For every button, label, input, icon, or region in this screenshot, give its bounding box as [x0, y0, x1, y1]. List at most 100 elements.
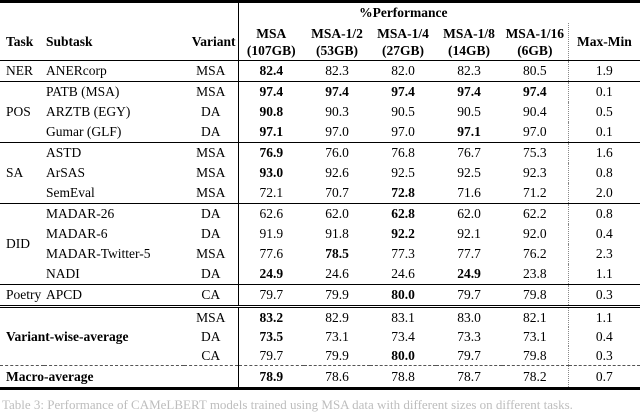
- col-header-maxmin: Max-Min: [567, 23, 640, 61]
- maxmin-cell: 0.7: [567, 365, 640, 389]
- score-cell: 78.5: [325, 246, 349, 261]
- score-cell: 83.1: [370, 305, 437, 327]
- variant-cell: DA: [201, 328, 221, 344]
- score-cell: 71.6: [457, 185, 481, 200]
- table-row: ArSAS MSA 93.0 92.6 92.5 92.5 92.3 0.8: [0, 163, 640, 183]
- score-cell: 79.7: [436, 284, 503, 307]
- maxmin-cell: 1.1: [567, 305, 640, 327]
- subtask-cell: ArSAS: [46, 165, 86, 180]
- score-cell: 91.9: [237, 224, 305, 244]
- score-cell: 79.9: [304, 284, 371, 307]
- macro-average-row: Macro-average 78.9 78.6 78.8 78.7 78.2 0…: [0, 365, 640, 389]
- score-cell: 24.9: [237, 264, 305, 285]
- model-name: MSA-1/8: [443, 25, 495, 41]
- score-cell: 76.0: [304, 142, 371, 163]
- score-cell: 73.5: [237, 327, 305, 346]
- model-size: (14GB): [448, 42, 491, 58]
- subtask-cell: SemEval: [46, 185, 95, 200]
- task-cell: DID: [0, 203, 44, 285]
- score-cell: 79.9: [325, 347, 349, 363]
- score-cell: 97.1: [457, 124, 481, 139]
- subtask-cell: PATB (MSA): [44, 81, 184, 102]
- score-cell: 80.5: [502, 60, 569, 82]
- score-cell: 78.2: [502, 365, 569, 389]
- score-cell: 79.8: [523, 347, 547, 363]
- score-cell: 62.6: [237, 203, 305, 224]
- table-row: DID MADAR-26 DA 62.6 62.0 62.8 62.0 62.2…: [0, 203, 640, 285]
- variant-cell: CA: [184, 284, 239, 307]
- score-cell: 78.7: [436, 365, 503, 389]
- task-cell: POS: [0, 81, 44, 143]
- score-cell: 80.0: [391, 347, 415, 363]
- model-size: (27GB): [382, 42, 425, 58]
- score-cell: 92.1: [457, 226, 481, 241]
- col-header-msa-1-2: MSA-1/2 (53GB): [304, 23, 371, 61]
- score-cell: 23.8: [523, 266, 547, 281]
- score-cell: 82.9: [304, 305, 371, 327]
- score-cell: 78.6: [304, 365, 371, 389]
- variant-cell: CA: [201, 347, 221, 363]
- score-cell: 79.7: [237, 346, 305, 366]
- score-cell: 97.4: [436, 81, 503, 102]
- maxmin-cell: 0.8: [567, 163, 640, 183]
- model-size: (6GB): [517, 42, 553, 58]
- col-header-subtask: Subtask: [44, 23, 184, 61]
- score-cell: 97.1: [237, 122, 305, 143]
- table-row: NADI DA 24.9 24.6 24.6 24.9 23.8 1.1: [0, 264, 640, 285]
- maxmin-cell: 2.3: [567, 244, 640, 264]
- score-cell: 92.5: [457, 165, 481, 180]
- table-row: POS PATB (MSA) MSA 97.4 97.4 97.4 97.4 9…: [0, 81, 640, 143]
- score-cell: 72.1: [237, 183, 305, 204]
- variant-cell: MSA: [196, 185, 226, 200]
- score-cell: 83.0: [436, 305, 503, 327]
- score-cell: 97.4: [370, 81, 437, 102]
- variant-average-row: Variant-wise-average MSA 83.2 82.9 83.1 …: [0, 305, 640, 366]
- maxmin-cell: 0.8: [567, 203, 640, 224]
- maxmin-cell: 0.1: [567, 81, 640, 102]
- score-cell: 62.2: [502, 203, 569, 224]
- col-header-msa-1-16: MSA-1/16 (6GB): [502, 23, 569, 61]
- score-cell: 97.4: [502, 81, 569, 102]
- score-cell: 90.4: [523, 104, 547, 119]
- score-cell: 79.7: [457, 347, 481, 363]
- table-row: ARZTB (EGY) DA 90.8 90.3 90.5 90.5 90.4 …: [0, 102, 640, 122]
- score-cell: 97.0: [325, 124, 349, 139]
- maxmin-cell: 0.3: [567, 346, 640, 366]
- variant-cell: MSA: [184, 81, 239, 102]
- model-name: MSA-1/16: [505, 25, 565, 41]
- variant-cell: MSA: [196, 165, 226, 180]
- variant-cell: MSA: [184, 142, 239, 163]
- score-cell: 24.6: [391, 266, 415, 281]
- score-cell: 97.4: [237, 81, 305, 102]
- variant-cell: DA: [201, 266, 221, 281]
- table-row: Gumar (GLF) DA 97.1 97.0 97.0 97.1 97.0 …: [0, 122, 640, 143]
- score-cell: 62.8: [370, 203, 437, 224]
- header-row: Task Subtask Variant MSA (107GB) MSA-1/2…: [0, 23, 640, 61]
- score-cell: 76.8: [370, 142, 437, 163]
- table-row: SemEval MSA 72.1 70.7 72.8 71.6 71.2 2.0: [0, 183, 640, 204]
- table-caption: Table 3: Performance of CAMeLBERT models…: [2, 397, 573, 412]
- score-cell: 78.9: [237, 365, 305, 389]
- subtask-cell: APCD: [44, 284, 184, 307]
- score-cell: 82.3: [436, 60, 503, 82]
- score-cell: 73.1: [325, 328, 349, 344]
- score-cell: 77.6: [237, 244, 305, 264]
- table-row: MADAR-6 DA 91.9 91.8 92.2 92.1 92.0 0.4: [0, 224, 640, 244]
- task-cell: SA: [0, 142, 44, 204]
- score-cell: 78.8: [370, 365, 437, 389]
- model-name: MSA-1/4: [377, 25, 429, 41]
- subtask-cell: MADAR-6: [46, 226, 108, 241]
- header-spanner-row: %Performance: [0, 1, 640, 24]
- model-size: (53GB): [316, 42, 359, 58]
- subtask-cell: MADAR-26: [44, 203, 184, 224]
- subtask-cell: ASTD: [44, 142, 184, 163]
- maxmin-cell: 2.0: [567, 183, 640, 204]
- subtask-cell: ARZTB (EGY): [46, 104, 131, 119]
- header-spacer: [568, 2, 640, 24]
- score-cell: 76.7: [436, 142, 503, 163]
- performance-header: %Performance: [237, 1, 569, 23]
- model-name: MSA: [256, 25, 287, 41]
- score-cell: 90.8: [237, 102, 305, 122]
- subtask-cell: MADAR-Twitter-5: [46, 246, 151, 261]
- score-cell: 92.2: [391, 226, 415, 241]
